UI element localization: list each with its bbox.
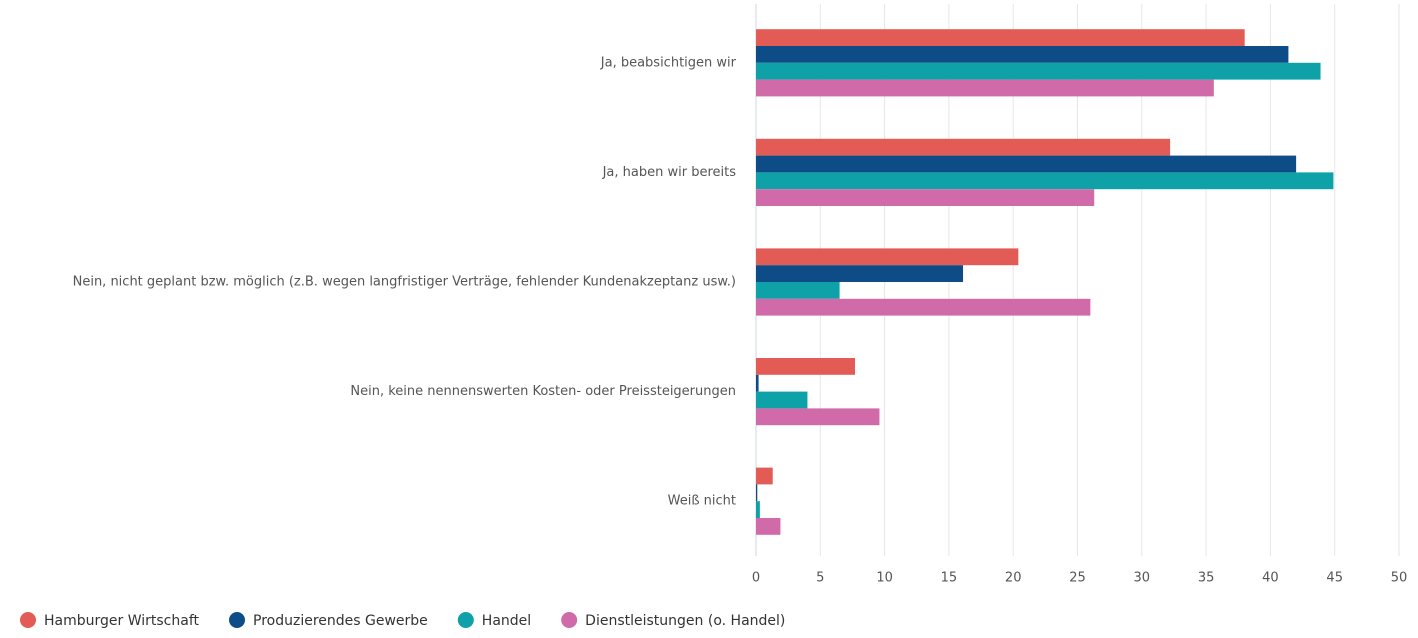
x-tick-label: 30 — [1134, 571, 1151, 586]
bar — [756, 467, 773, 485]
x-tick-label: 0 — [752, 571, 760, 586]
bar — [756, 172, 1334, 190]
y-tick-label: Nein, keine nennenswerten Kosten- oder P… — [350, 384, 736, 399]
bar — [756, 501, 760, 518]
bar — [756, 79, 1214, 97]
y-tick-label: Nein, nicht geplant bzw. möglich (z.B. w… — [73, 275, 736, 290]
legend-item[interactable]: Dienstleistungen (o. Handel) — [561, 612, 785, 629]
legend-item[interactable]: Handel — [457, 612, 531, 629]
legend-marker — [229, 612, 246, 628]
bar — [756, 282, 840, 299]
bar — [756, 408, 880, 426]
legend-label: Produzierendes Gewerbe — [253, 613, 428, 629]
bar — [756, 62, 1321, 80]
x-tick-label: 15 — [941, 571, 958, 586]
legend-label: Hamburger Wirtschaft — [44, 613, 200, 629]
legend-marker — [20, 612, 36, 628]
legend-label: Handel — [482, 613, 531, 629]
x-tick-label: 20 — [1005, 571, 1022, 586]
bar — [756, 391, 808, 409]
legend-marker — [561, 612, 578, 628]
x-tick-label: 35 — [1198, 571, 1215, 586]
bar — [756, 189, 1095, 206]
bar — [756, 518, 781, 535]
x-tick-label: 40 — [1262, 571, 1279, 586]
y-tick-label: Weiß nicht — [668, 494, 736, 509]
bar — [756, 248, 1019, 266]
bar — [756, 29, 1245, 46]
x-tick-label: 25 — [1069, 571, 1086, 586]
bar — [756, 484, 758, 502]
bar — [756, 155, 1297, 173]
legend-label: Dienstleistungen (o. Handel) — [585, 613, 785, 629]
bar — [756, 265, 964, 282]
y-tick-label: Ja, haben wir bereits — [602, 165, 737, 180]
legend-item[interactable]: Produzierendes Gewerbe — [229, 612, 428, 629]
legend: Hamburger Wirtschaft Produzierendes Gewer… — [20, 612, 785, 629]
x-tick-label: 50 — [1391, 571, 1408, 586]
x-tick-label: 45 — [1326, 571, 1343, 586]
bar — [756, 374, 759, 392]
bar — [756, 46, 1289, 63]
legend-marker — [457, 612, 474, 628]
x-tick-label: 5 — [816, 571, 824, 586]
y-tick-label: Ja, beabsichtigen wir — [600, 55, 737, 70]
bar — [756, 358, 856, 375]
bar — [756, 138, 1171, 156]
x-tick-label: 10 — [876, 571, 893, 586]
legend-item[interactable]: Hamburger Wirtschaft — [20, 612, 200, 629]
bar — [756, 298, 1091, 316]
